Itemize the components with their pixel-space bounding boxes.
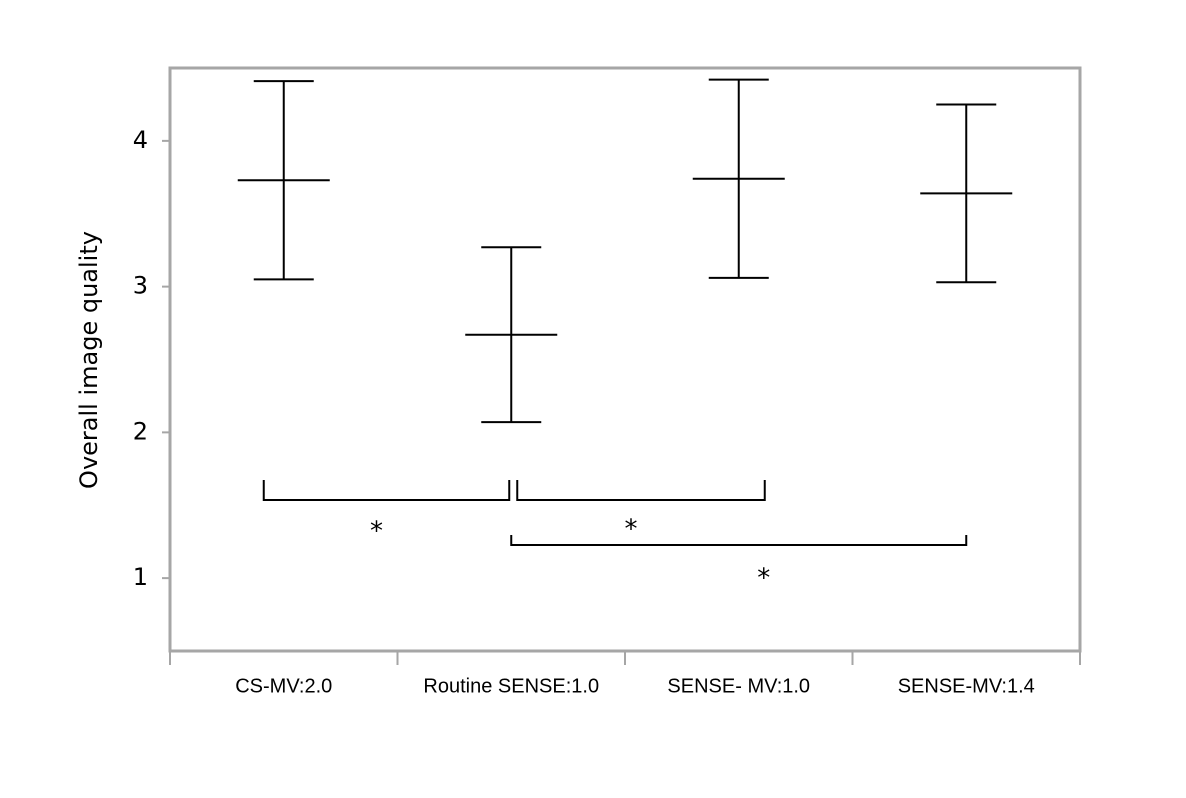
plot-frame (168, 66, 1082, 653)
x-tick-label: Routine SENSE:1.0 (423, 675, 599, 697)
x-tick-label: SENSE-MV:1.4 (898, 675, 1035, 697)
significance-label: * (370, 517, 383, 547)
y-tick-label: 3 (133, 272, 148, 300)
y-tick-label: 4 (133, 126, 148, 154)
y-axis-label: Overall image quality (75, 231, 103, 489)
significance-bracket (510, 535, 968, 546)
significance-bracket (262, 480, 511, 501)
y-tick-label: 2 (133, 417, 148, 445)
x-tick-label: SENSE- MV:1.0 (667, 675, 810, 697)
significance-bracket (516, 480, 766, 501)
y-tick-label: 1 (133, 563, 148, 591)
significance-label: * (757, 564, 770, 594)
x-tick-label: CS-MV:2.0 (235, 675, 332, 697)
significance-label: * (625, 515, 638, 545)
